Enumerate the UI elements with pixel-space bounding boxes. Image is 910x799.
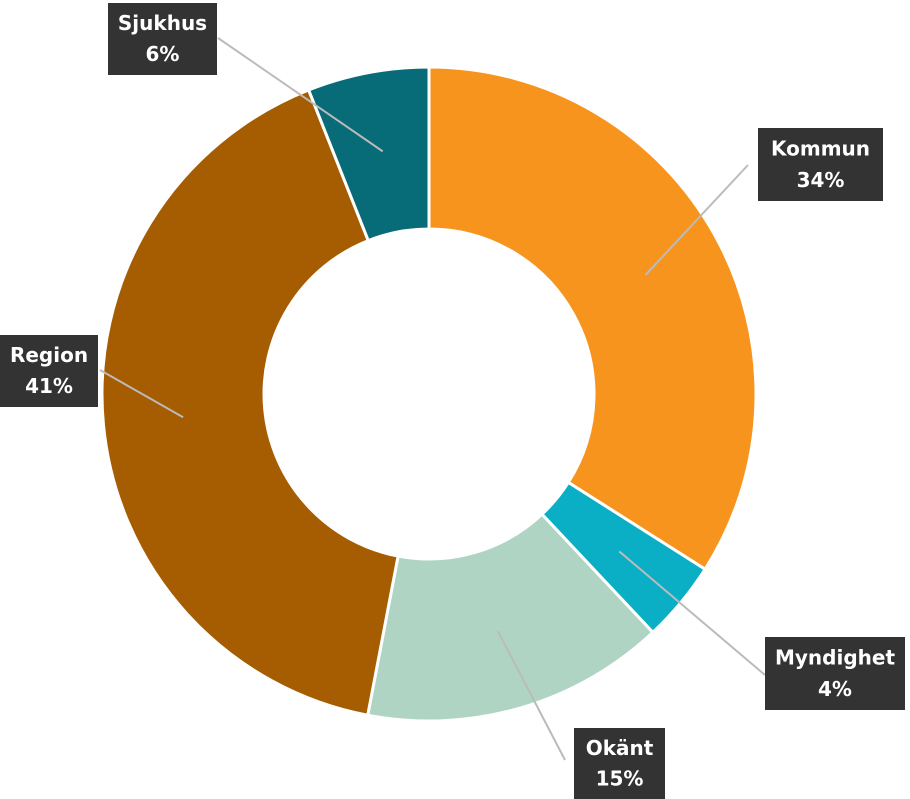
label-value: 34% [797, 168, 845, 192]
donut-segment [365, 512, 655, 723]
leader-line [644, 164, 749, 276]
leader-line [99, 369, 184, 419]
label-box [0, 335, 98, 407]
label-name: Sjukhus [118, 11, 207, 35]
label-value: 15% [596, 766, 644, 790]
label-box [108, 3, 217, 75]
label-name: Region [10, 343, 88, 367]
label-name: Myndighet [775, 645, 895, 669]
label-box [765, 637, 905, 710]
label-box [574, 728, 665, 799]
leader-line [497, 630, 566, 761]
donut-segment [306, 65, 431, 243]
label-name: Kommun [771, 136, 870, 160]
label-value: 4% [818, 677, 852, 701]
label-value: 6% [146, 42, 180, 66]
donut-segment [427, 65, 758, 572]
label-box [758, 128, 883, 201]
leader-line [217, 37, 384, 153]
donut-segment [100, 88, 400, 717]
label-name: Okänt [586, 736, 654, 760]
label-value: 41% [25, 374, 73, 398]
leader-line [618, 550, 766, 676]
